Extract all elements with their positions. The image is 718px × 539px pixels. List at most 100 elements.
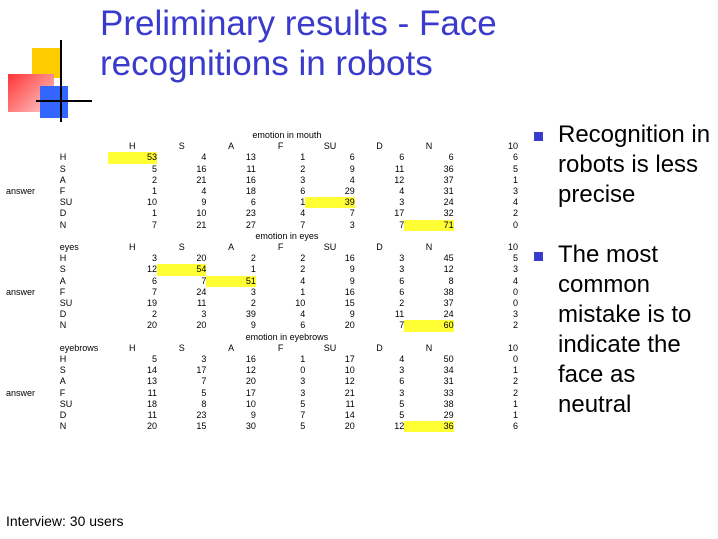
empty-cell: [6, 231, 56, 242]
table-cell: 16: [245, 354, 256, 365]
table-cell: 31: [443, 186, 454, 197]
table-cell: 13: [245, 152, 256, 163]
table-cell: 15: [196, 421, 207, 432]
table-cell: 21: [344, 387, 355, 398]
table-cell: 1: [250, 264, 256, 275]
answer-label: [6, 264, 56, 275]
table-row: H 5 3 16 1 17 4 50 0: [6, 354, 518, 365]
table-cell: 11: [147, 410, 157, 421]
column-header: H: [129, 141, 136, 152]
empty-cell: [6, 332, 56, 343]
table-cell: 1: [151, 208, 157, 219]
empty-cell: [6, 242, 56, 253]
table-cell: 37: [443, 174, 454, 185]
row-label: H: [59, 354, 67, 365]
table-cell: 4: [399, 186, 405, 197]
column-header: S: [178, 242, 185, 253]
table-cell: 3: [399, 365, 405, 376]
row-label: F: [59, 186, 66, 197]
table-cell: 0: [512, 354, 518, 365]
table-cell: 4: [399, 354, 405, 365]
row-label: N: [59, 421, 67, 432]
table-cell: 1: [300, 197, 306, 208]
table-row: N 20 20 9 6 20 7 60 2: [6, 320, 518, 332]
answer-label: [6, 298, 56, 309]
table-cell: 7: [399, 219, 405, 230]
table-cell: 3: [512, 186, 518, 197]
table-caption: emotion in eyes: [255, 230, 319, 241]
column-header: eyebrows: [59, 342, 99, 353]
answer-label: [6, 152, 56, 163]
table-row: N 20 15 30 5 20 12 36 6: [6, 421, 518, 433]
table-cell: 24: [196, 286, 207, 297]
table-row: SU 10 9 6 1 39 3 24 4: [6, 197, 518, 209]
row-label: H: [59, 152, 67, 163]
table-cell: 2: [250, 298, 256, 309]
table-row: H 3 20 2 2 16 3 45 5: [6, 253, 518, 264]
table-cell: 19: [146, 298, 157, 309]
table-cell: 38: [443, 398, 454, 409]
column-header: D: [376, 141, 383, 152]
table-cell: 17: [245, 387, 256, 398]
table-cell: 7: [349, 208, 355, 219]
answer-label: [6, 399, 56, 410]
table-row: H 53 4 13 1 6 6 6 6: [6, 152, 518, 164]
row-label: H: [59, 253, 67, 264]
table-cell: 4: [349, 174, 355, 185]
table-cell: 2: [300, 163, 306, 174]
table-cell: 1: [151, 186, 157, 197]
table-cell: 12: [146, 264, 157, 275]
table-cell: 37: [443, 298, 454, 309]
column-header: 10: [507, 342, 518, 353]
blue-square: [40, 86, 68, 118]
table-cell: 4: [300, 309, 306, 320]
answer-label: [6, 309, 56, 320]
table-cell: 5: [300, 398, 306, 409]
table-cell: 3: [399, 264, 405, 275]
table-cell: 24: [443, 197, 454, 208]
answer-label: [6, 376, 56, 387]
table-cell: 20: [146, 320, 157, 331]
answer-label: [6, 175, 56, 186]
table-cell: 9: [349, 163, 355, 174]
table-cell: 6: [399, 152, 405, 163]
vertical-line: [60, 40, 62, 122]
table-cell: 2: [300, 253, 306, 264]
table-cell: 9: [201, 197, 207, 208]
bullet-text: The most common mistake is to indicate t…: [558, 241, 692, 418]
column-header: A: [228, 141, 235, 152]
row-label: D: [59, 309, 67, 320]
table-cell: 5: [300, 421, 306, 432]
table-cell: 2: [512, 387, 518, 398]
table-cell: 32: [443, 208, 454, 219]
bullet-square-icon: [534, 252, 543, 261]
column-header: F: [277, 242, 284, 253]
table-cell: 11: [246, 163, 256, 174]
table-cell: 2: [512, 376, 518, 387]
table-cell: 1: [300, 286, 306, 297]
table-cell: 2: [399, 298, 405, 309]
table-cell: 7: [151, 219, 157, 230]
column-header: D: [376, 342, 383, 353]
table-cell: 45: [443, 253, 454, 264]
table-cell: 12: [245, 365, 256, 376]
table-cell: 0: [300, 365, 306, 376]
column-header: SU: [323, 242, 337, 253]
answer-label: [6, 365, 56, 376]
table-cell: 9: [349, 275, 355, 286]
table-cell: 23: [245, 208, 256, 219]
table-cell: 11: [394, 163, 405, 174]
table-cell: 3: [300, 387, 306, 398]
table-cell: 1: [512, 398, 518, 409]
table-cell: 6: [349, 152, 355, 163]
table-cell: 17: [394, 208, 405, 219]
table-cell: 7: [300, 219, 306, 230]
table-cell: 5: [512, 163, 518, 174]
table-caption: emotion in mouth: [252, 130, 322, 140]
table-row: answer F 1 4 18 6 29 4 31 3: [6, 186, 518, 197]
table-cell: 5: [151, 354, 157, 365]
table-cell: 20: [344, 320, 355, 331]
table-cell: 4: [201, 186, 207, 197]
table-cell: 3: [201, 354, 207, 365]
table-cell: 18: [146, 398, 157, 409]
